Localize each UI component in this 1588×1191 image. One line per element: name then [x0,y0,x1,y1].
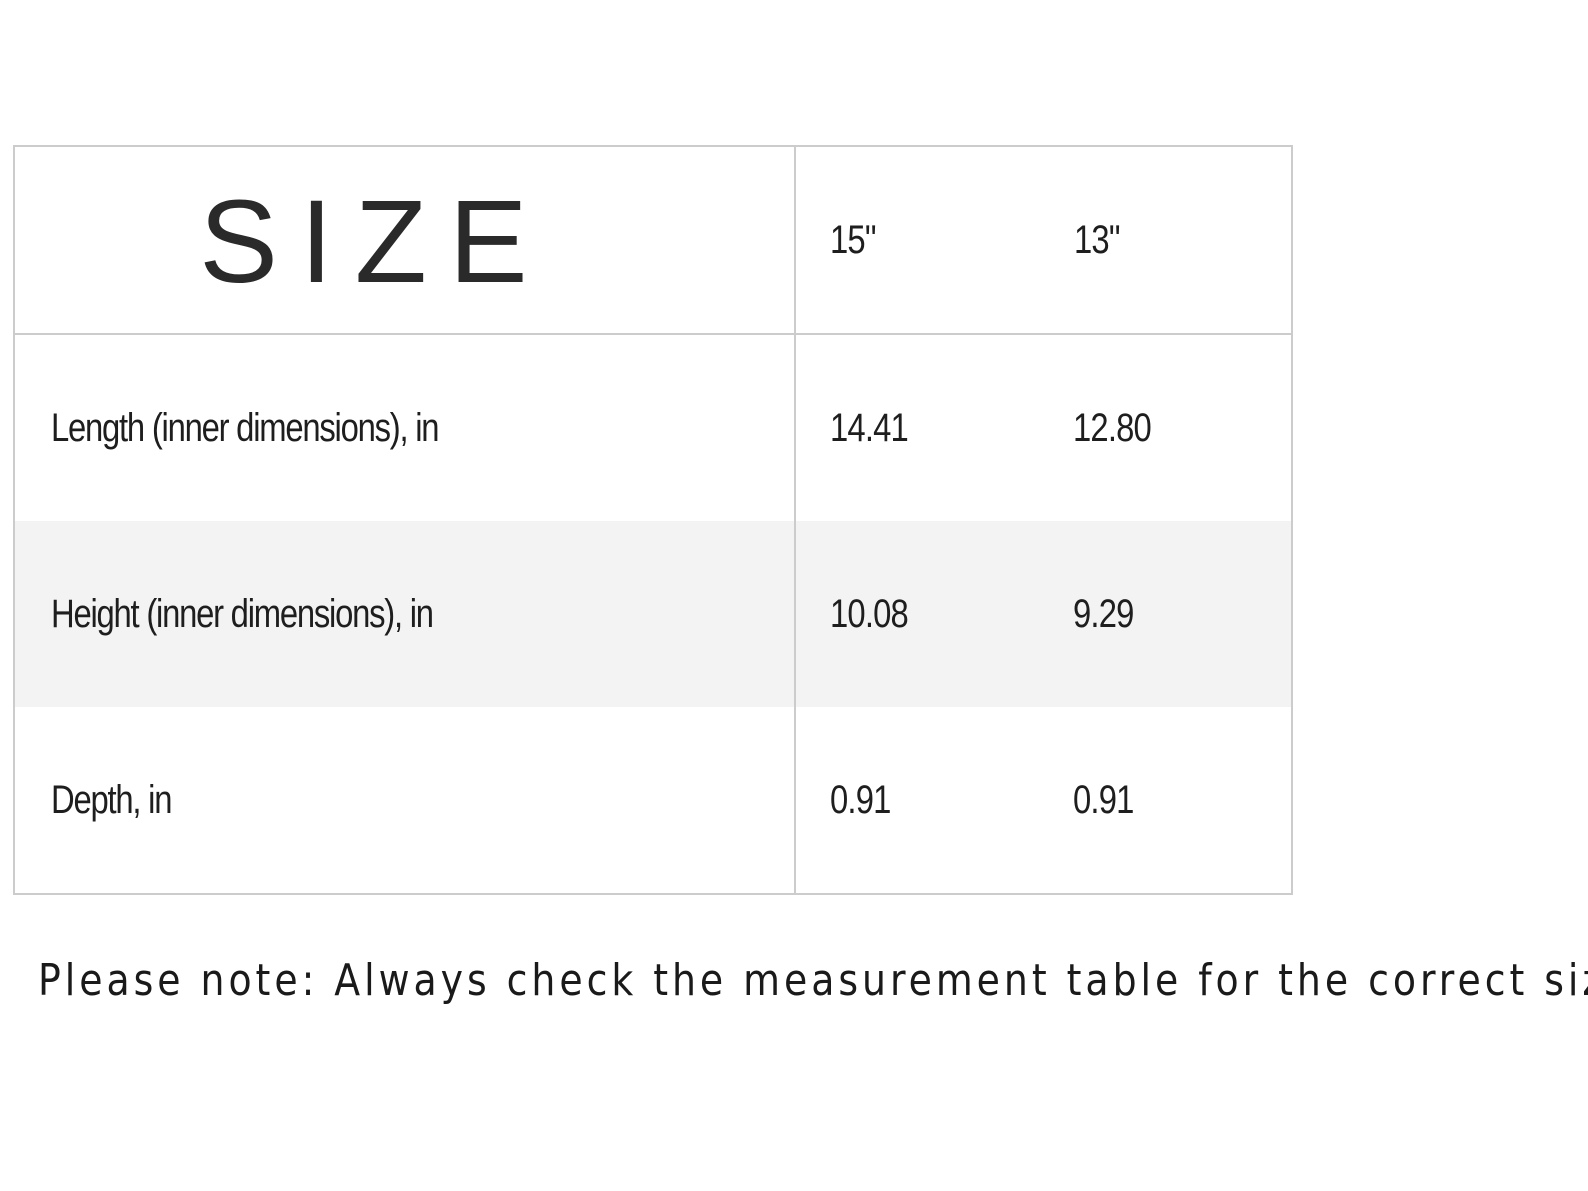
table-header-row: SIZE 15" 13" [15,147,1291,335]
row-value-length-13: 12.80 [1073,405,1152,450]
row-value-depth-15: 0.91 [829,777,891,822]
table-row: Length (inner dimensions), in 14.41 12.8… [15,335,1291,521]
measurement-note: Please note: Always check the measuremen… [38,955,1588,1006]
row-value-height-15: 10.08 [829,591,909,636]
row-value-depth-13: 0.91 [1073,777,1134,822]
column-header-13: 13" [1073,217,1120,262]
row-label-depth: Depth, in [15,707,796,893]
size-table: SIZE 15" 13" Length (inner dimensions), … [13,145,1293,895]
row-value-height-13: 9.29 [1073,591,1134,636]
table-row: Depth, in 0.91 0.91 [15,707,1291,893]
row-value-length-15: 14.41 [829,405,909,450]
table-row: Height (inner dimensions), in 10.08 9.29 [15,521,1291,707]
row-label-height: Height (inner dimensions), in [15,521,796,707]
column-header-15: 15" [829,217,876,262]
size-heading: SIZE [15,147,796,333]
row-label-length: Length (inner dimensions), in [15,335,796,521]
